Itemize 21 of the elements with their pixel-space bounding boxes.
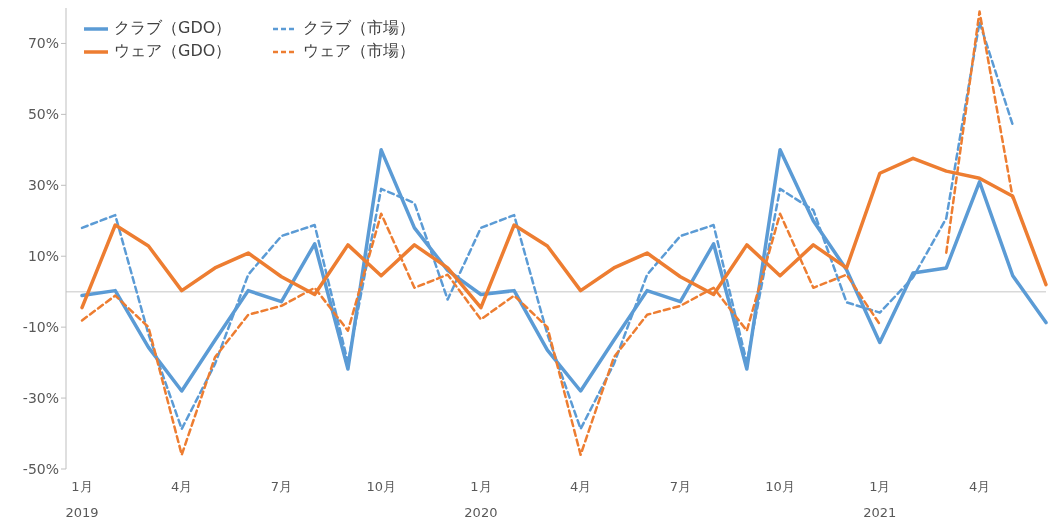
x-tick-label: 7月 [669, 479, 691, 494]
y-tick-label: 30% [27, 177, 59, 194]
x-tick-label: 10月 [366, 479, 396, 494]
legend-label: ウェア（GDO） [114, 41, 232, 62]
y-tick-label: -10% [22, 319, 59, 336]
legend-label: ウェア（市場） [303, 41, 416, 62]
x-tick-label: 1月 2020 [464, 479, 498, 520]
y-tick-label: 70% [27, 35, 59, 52]
x-tick-label: 4月 [171, 479, 193, 494]
legend-label: クラブ（市場） [303, 18, 416, 39]
legend-label: クラブ（GDO） [114, 18, 232, 39]
x-tick-label: 7月 [270, 479, 293, 494]
x-tick-label: 10月 [765, 479, 795, 494]
x-tick-label: 1月 2019 [65, 479, 99, 520]
y-tick-label: -30% [22, 390, 59, 407]
x-tick-label: 4月 [968, 479, 991, 494]
x-tick-label: 4月 [569, 479, 592, 494]
y-tick-label: 10% [27, 248, 59, 265]
y-tick-label: -50% [22, 460, 59, 477]
y-tick-label: 50% [27, 106, 59, 123]
x-tick-label: 1月 2021 [863, 479, 897, 520]
